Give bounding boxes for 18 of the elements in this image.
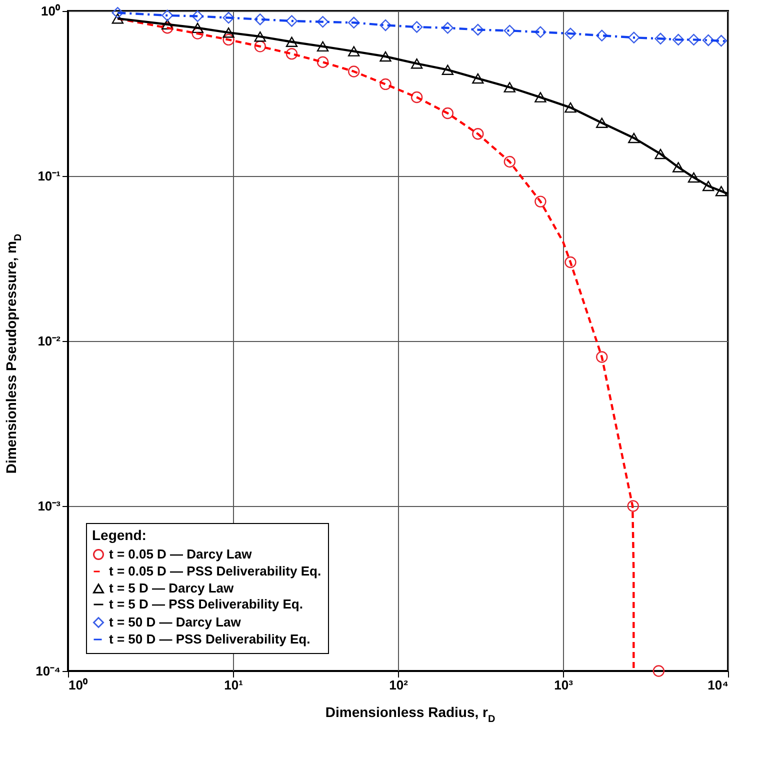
legend-label: t = 5 D — Darcy Law <box>109 580 235 596</box>
y-tick-label: 10⁻³ <box>38 498 62 514</box>
x-tick-label: 10¹ <box>224 678 243 692</box>
legend-title: Legend: <box>92 527 146 543</box>
legend-label: t = 50 D — PSS Deliverability Eq. <box>109 632 310 646</box>
y-tick-label: 10⁻⁴ <box>36 664 60 678</box>
y-tick-label: 10⁻² <box>38 334 62 348</box>
legend-label: t = 5 D — PSS Deliverability Eq. <box>109 596 303 612</box>
x-tick-label: 10⁴ <box>708 678 728 692</box>
legend-label: t = 0.05 D — PSS Deliverability Eq. <box>109 564 322 578</box>
x-tick-label: 10³ <box>554 678 574 692</box>
y-tick-label: 10⁻¹ <box>38 168 60 184</box>
legend-label: t = 0.05 D — Darcy Law <box>109 546 253 562</box>
y-axis-title: Dimensionless Pseudopressure, mD <box>3 234 24 474</box>
x-tick-label: 10² <box>389 678 409 692</box>
x-tick-label: 10⁰ <box>68 678 88 692</box>
legend-label: t = 50 D — Darcy Law <box>109 614 242 630</box>
y-tick-label: 10⁰ <box>41 4 60 18</box>
